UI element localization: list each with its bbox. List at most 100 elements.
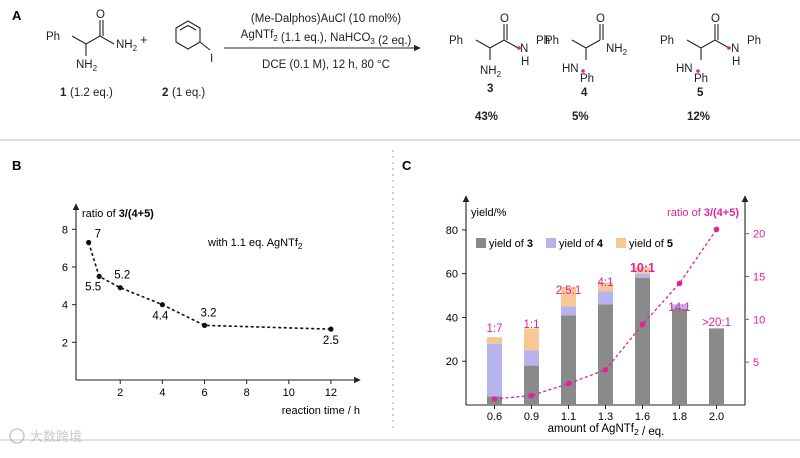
panel-b-chart: ratio of 3/(4+5) reaction time / h with 1.… — [62, 203, 361, 417]
c-x-tick-label: 0.6 — [487, 411, 502, 423]
b-x-tick-label: 4 — [159, 387, 165, 399]
b-x-tick-label: 12 — [325, 387, 337, 399]
reactant2-iodine: I — [210, 53, 213, 65]
c-bar-segment — [561, 306, 576, 316]
panel-c-chart: yield/% ratio of 3/(4+5) amount of AgNTf2 … — [446, 195, 765, 438]
c-legend-swatch — [546, 238, 556, 248]
b-data-point — [201, 322, 208, 328]
b-x-tick-label: 2 — [117, 387, 123, 399]
c-y-tick-label: 20 — [446, 356, 458, 368]
c-ratio-point — [676, 280, 683, 287]
reactant1-o: O — [96, 9, 105, 21]
reactant2-number: 2 — [162, 87, 168, 99]
c-legend-label: yield of 4 — [559, 238, 604, 250]
product5-number: 5 — [697, 87, 704, 99]
b-data-point — [86, 239, 92, 246]
product3-ph: Ph — [449, 35, 463, 47]
b-data-point — [159, 302, 165, 308]
reactant2-eq: (1 eq.) — [172, 87, 205, 99]
product4-nh2: NH2 — [606, 43, 628, 57]
c-bar-segment — [561, 315, 576, 405]
c-y-axis-label: yield/% — [471, 207, 507, 219]
new-bond-dots — [517, 46, 731, 73]
c-bar-segment — [487, 343, 502, 397]
product3-o: O — [500, 13, 509, 25]
reactant1-amide-nh2: NH2 — [116, 39, 138, 53]
b-x-axis-label: reaction time / h — [282, 405, 360, 417]
c-bar-segment — [672, 304, 687, 309]
panel-label-a: A — [12, 8, 22, 23]
c-x-tick-label: 2.0 — [709, 411, 724, 423]
product5-yield: 12% — [687, 111, 710, 123]
b-data-point — [96, 273, 102, 279]
product3-number: 3 — [487, 83, 493, 95]
watermark-text: 大数跨境 — [30, 429, 82, 444]
b-data-point — [117, 285, 123, 291]
product4-hn: HN — [562, 63, 579, 75]
reactant1-eq: (1.2 eq.) — [70, 87, 113, 99]
c-ratio-label: 10:1 — [630, 261, 655, 275]
product3-h: H — [521, 56, 529, 68]
b-y-tick-label: 6 — [62, 262, 68, 274]
c-bar-segment — [598, 291, 613, 305]
product5-sub: Ph — [747, 35, 761, 47]
c-bar-segment — [672, 308, 687, 405]
product5-o: O — [711, 13, 720, 25]
c-y-tick-label: 60 — [446, 269, 458, 281]
b-ratio-line — [87, 242, 331, 330]
c-y2-tick-label: 10 — [753, 314, 765, 326]
reactant1-ph: Ph — [46, 31, 60, 43]
b-y-tick-label: 2 — [62, 337, 68, 349]
product5-h: H — [732, 56, 740, 68]
reactant1-amine-nh2: NH2 — [76, 59, 98, 73]
product4-number: 4 — [581, 87, 588, 99]
c-x-tick-label: 0.9 — [524, 411, 539, 423]
panel-label-b: B — [12, 158, 21, 173]
product4-ph: Ph — [545, 35, 559, 47]
b-point-label: 3.2 — [201, 307, 217, 319]
c-y2-tick-label: 20 — [753, 229, 765, 241]
product5-hn: HN — [676, 63, 693, 75]
c-legend-swatch — [616, 238, 626, 248]
c-bar-segment — [635, 278, 650, 405]
conditions-line3: DCE (0.1 M), 12 h, 80 °C — [262, 59, 390, 71]
c-bar-segment — [598, 304, 613, 405]
product4-sub: Ph — [580, 73, 594, 85]
c-ratio-point — [602, 367, 609, 373]
c-bar-segment — [635, 273, 650, 279]
b-annotation: with 1.1 eq. AgNTf2 — [207, 237, 303, 251]
b-x-tick-label: 10 — [283, 387, 295, 399]
c-bar-segment — [524, 328, 539, 351]
c-bar-segment — [524, 365, 539, 405]
panel-label-c: C — [402, 158, 412, 173]
product5-n: N — [731, 43, 739, 55]
c-x-axis-label: amount of AgNTf2 / eq. — [548, 423, 665, 438]
c-ratio-label: >20:1 — [702, 317, 731, 329]
c-x-tick-label: 1.8 — [672, 411, 687, 423]
c-ratio-label: 14:1 — [668, 302, 690, 314]
product5-ph: Ph — [660, 35, 674, 47]
reaction-scheme — [71, 20, 730, 60]
b-point-label: 7 — [95, 228, 101, 240]
b-point-label: 2.5 — [323, 335, 339, 347]
conditions-line1: (Me-Dalphos)AuCl (10 mol%) — [251, 13, 401, 25]
c-x-tick-label: 1.6 — [635, 411, 650, 423]
product3-yield: 43% — [475, 111, 498, 123]
product5-sub2: Ph — [694, 73, 708, 85]
c-right-axis-label: ratio of 3/(4+5) — [667, 207, 739, 219]
conditions-line2: AgNTf2 (1.1 eq.), NaHCO3 (2 eq.) — [241, 29, 412, 47]
c-ratio-point — [713, 226, 720, 233]
c-y-tick-label: 40 — [446, 312, 458, 324]
product3-nh2: NH2 — [480, 65, 502, 79]
b-y-axis-label: ratio of 3/(4+5) — [82, 208, 154, 220]
b-point-label: 4.4 — [152, 311, 169, 323]
c-bar-segment — [524, 350, 539, 366]
b-x-tick-label: 6 — [201, 387, 207, 399]
c-ratio-label: 4:1 — [598, 277, 614, 289]
c-ratio-label: 2.5:1 — [556, 285, 582, 297]
c-legend-swatch — [476, 238, 486, 248]
scheme-text: Ph O NH2 NH2 1 (1.2 eq.) + I 2 (1 eq.) (… — [46, 9, 761, 123]
product3-n: N — [520, 43, 528, 55]
b-y-tick-label: 4 — [62, 300, 68, 312]
